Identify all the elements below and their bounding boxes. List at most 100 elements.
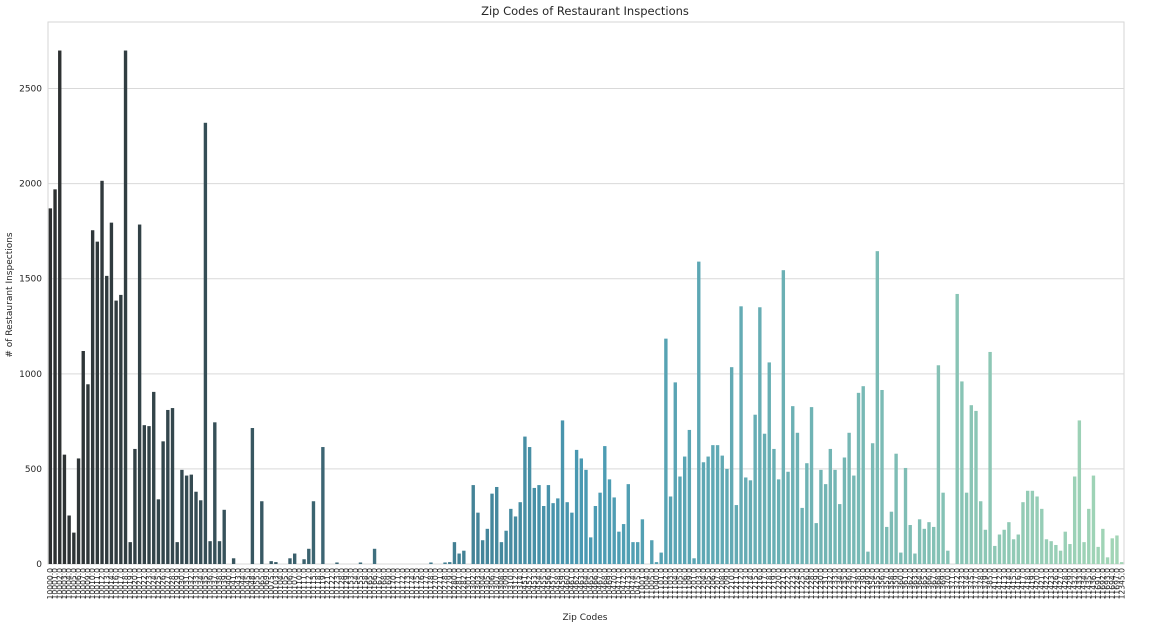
x-tick-label: 11239.0 bbox=[859, 568, 868, 600]
bar-11234.0 bbox=[838, 504, 842, 564]
x-tick-label: 10065.0 bbox=[257, 568, 266, 600]
x-tick-label: 10035.0 bbox=[201, 568, 210, 600]
bar-11373.0 bbox=[960, 381, 964, 564]
x-tick-label: 10023.0 bbox=[145, 568, 154, 600]
x-tick-label: 10465.0 bbox=[586, 568, 595, 600]
bar-11221.0 bbox=[781, 270, 786, 564]
bar-11229.0 bbox=[814, 523, 818, 564]
bar-11357.0 bbox=[885, 526, 889, 564]
x-tick-label: 10312.0 bbox=[511, 568, 520, 600]
x-tick-label: 10153.0 bbox=[347, 568, 356, 600]
x-tick-label: 10112.0 bbox=[304, 568, 313, 600]
x-tick-label: 10171.0 bbox=[394, 568, 403, 600]
bar-11375.0 bbox=[969, 405, 973, 564]
bar-11355.0 bbox=[875, 251, 880, 564]
x-tick-label: 10005.0 bbox=[69, 568, 78, 600]
x-tick-label: 10280.0 bbox=[450, 568, 459, 600]
x-tick-label: 10031.0 bbox=[182, 568, 191, 600]
bar-11367.0 bbox=[932, 526, 936, 564]
x-tick-label: 11234.0 bbox=[835, 568, 844, 600]
bar-11105.0 bbox=[678, 476, 682, 564]
x-tick-label: 11419.0 bbox=[1028, 568, 1037, 600]
x-tick-label: 11358.0 bbox=[887, 568, 896, 600]
bar-11414.0 bbox=[1007, 522, 1011, 564]
x-tick-label: 11411.0 bbox=[990, 568, 999, 600]
x-axis-label: Zip Codes bbox=[563, 613, 608, 623]
bar-11203.0 bbox=[697, 261, 701, 564]
bar-10463.0 bbox=[579, 458, 583, 564]
x-tick-label: 10004.0 bbox=[65, 568, 74, 600]
x-tick-label: 10174.0 bbox=[408, 568, 417, 600]
x-tick-label: 10462.0 bbox=[572, 568, 581, 600]
bar-11420.0 bbox=[1035, 496, 1039, 564]
bar-11368.0 bbox=[936, 365, 941, 564]
x-tick-label: 10026.0 bbox=[159, 568, 168, 600]
bar-10033.0 bbox=[194, 491, 198, 564]
x-tick-label: 10469.0 bbox=[605, 568, 614, 600]
x-tick-label: 10038.0 bbox=[215, 568, 224, 600]
x-tick-label: 10048.0 bbox=[248, 568, 257, 600]
bar-10103.0 bbox=[274, 562, 278, 564]
x-tick-label: 10155.0 bbox=[356, 568, 365, 600]
x-tick-label: 10461.0 bbox=[568, 568, 577, 600]
bar-10024.0 bbox=[152, 391, 156, 564]
bar-11231.0 bbox=[823, 484, 828, 564]
x-tick-label: 10003.0 bbox=[60, 568, 69, 600]
x-tick-label: 10030.0 bbox=[178, 568, 187, 600]
bar-10028.0 bbox=[170, 408, 175, 564]
x-tick-label: 10460.0 bbox=[563, 568, 572, 600]
x-tick-label: 10106.0 bbox=[286, 568, 295, 600]
x-tick-label: 10006.0 bbox=[74, 568, 83, 600]
bar-10155.0 bbox=[358, 562, 363, 564]
bar-10457.0 bbox=[551, 503, 555, 564]
x-tick-label: 11104.0 bbox=[671, 568, 680, 600]
x-tick-label: 11213.0 bbox=[741, 568, 750, 600]
bar-10475.0 bbox=[635, 542, 640, 564]
bar-11238.0 bbox=[856, 392, 861, 564]
x-tick-label: 10458.0 bbox=[553, 568, 562, 600]
bar-11385.0 bbox=[988, 351, 992, 564]
x-tick-label: 11421.0 bbox=[1037, 568, 1046, 600]
bar-11232.0 bbox=[828, 448, 833, 564]
bar-10459.0 bbox=[560, 420, 565, 564]
bar-10467.0 bbox=[598, 492, 602, 564]
x-tick-label: 12345.0 bbox=[1117, 568, 1126, 600]
x-tick-label: 10033.0 bbox=[192, 568, 201, 600]
bar-11212.0 bbox=[739, 306, 743, 564]
x-tick-label: 11232.0 bbox=[826, 568, 835, 600]
x-tick-label: 10044.0 bbox=[239, 568, 248, 600]
x-tick-label: 11359.0 bbox=[892, 568, 901, 600]
bar-11432.0 bbox=[1072, 476, 1077, 564]
bar-10314.0 bbox=[518, 502, 522, 564]
x-tick-label: 11432.0 bbox=[1070, 568, 1079, 600]
bar-10454.0 bbox=[537, 485, 541, 564]
x-tick-label: 11369.0 bbox=[939, 568, 948, 600]
bar-11419.0 bbox=[1030, 490, 1035, 564]
x-tick-label: 11428.0 bbox=[1061, 568, 1070, 600]
x-tick-label: 10303.0 bbox=[474, 568, 483, 600]
x-tick-label: 10172.0 bbox=[398, 568, 407, 600]
x-tick-label: 10309.0 bbox=[502, 568, 511, 600]
bar-10009.0 bbox=[86, 384, 90, 564]
x-tick-label: 10014.0 bbox=[107, 568, 116, 600]
bar-11360.0 bbox=[899, 552, 903, 564]
x-tick-label: 11415.0 bbox=[1009, 568, 1018, 600]
bar-10007.0 bbox=[81, 351, 85, 564]
bar-10306.0 bbox=[490, 493, 494, 564]
x-tick-label: 10011.0 bbox=[93, 568, 102, 600]
x-tick-label: 10037.0 bbox=[210, 568, 219, 600]
bar-10013.0 bbox=[105, 275, 109, 564]
bar-11237.0 bbox=[852, 475, 856, 564]
chart-title: Zip Codes of Restaurant Inspections bbox=[481, 4, 689, 18]
x-tick-label: 10158.0 bbox=[361, 568, 370, 600]
bar-10022.0 bbox=[142, 425, 147, 564]
bar-11411.0 bbox=[993, 545, 997, 564]
x-tick-label: 11364.0 bbox=[915, 568, 924, 600]
bar-10065.0 bbox=[260, 501, 264, 564]
bar-10302.0 bbox=[471, 485, 475, 564]
x-tick-label: 11372.0 bbox=[953, 568, 962, 600]
x-tick-label: 10170.0 bbox=[389, 568, 398, 600]
bar-10312.0 bbox=[513, 516, 518, 564]
bar-10030.0 bbox=[180, 469, 184, 564]
